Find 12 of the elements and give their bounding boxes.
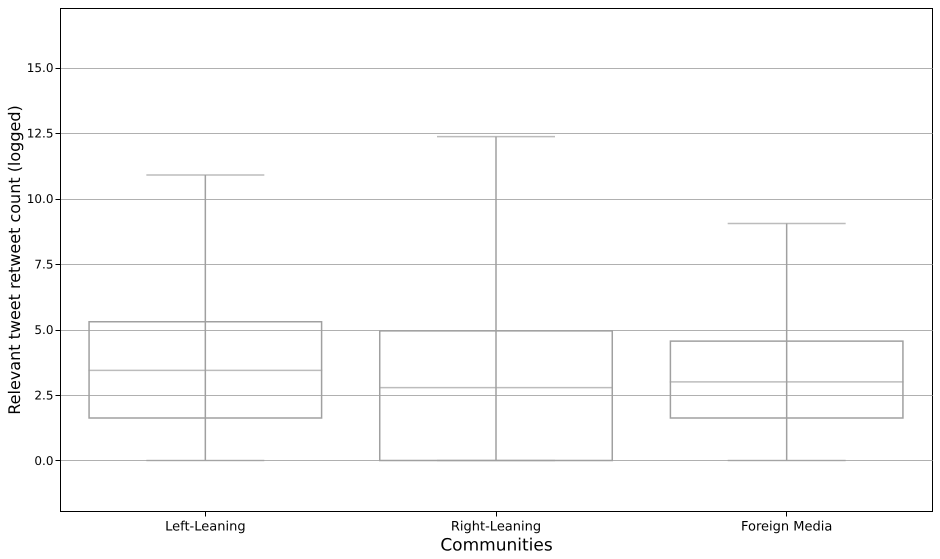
x-tick-label: Foreign Media: [741, 520, 832, 534]
y-tick-label: 12.5: [26, 126, 54, 141]
y-tick-label: 5.0: [34, 323, 54, 338]
x-tick-label: Left-Leaning: [165, 520, 246, 534]
y-tick-label: 0.0: [34, 454, 54, 468]
y-tick-label: 15.0: [26, 61, 54, 76]
y-tick-label: 7.5: [34, 258, 54, 272]
y-tick-label: 10.0: [26, 192, 54, 206]
x-tick-label: Right-Leaning: [450, 520, 542, 534]
y-tick-label: 2.5: [34, 388, 54, 403]
y-axis-title: Relevant tweet retweet count (logged): [4, 105, 24, 415]
x-axis-title: Communities: [440, 536, 553, 556]
